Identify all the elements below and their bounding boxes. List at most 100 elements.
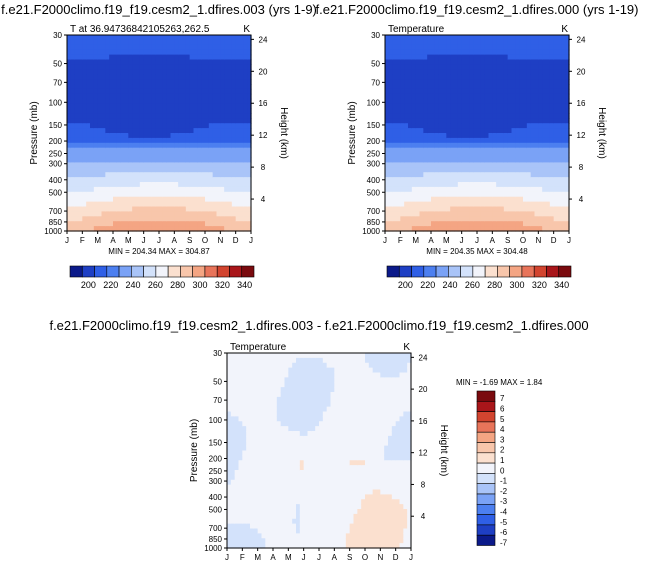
field-cell (185, 167, 191, 173)
field-cell (265, 470, 270, 476)
colorbar-swatch (509, 265, 523, 278)
field-cell (431, 79, 436, 85)
field-cell (220, 84, 225, 90)
field-cell (74, 59, 80, 65)
field-cell (193, 103, 198, 110)
field-cell (565, 226, 570, 232)
field-cell (238, 353, 243, 359)
field-cell (166, 44, 172, 51)
field-cell (473, 79, 478, 85)
field-cell (116, 69, 122, 75)
field-cell (307, 396, 312, 403)
field-cell (546, 54, 551, 61)
field-cell (442, 216, 447, 222)
field-cell (515, 118, 520, 124)
field-cell (120, 182, 126, 188)
field-cell (151, 123, 156, 129)
field-cell (109, 79, 114, 85)
field-cell (484, 142, 490, 149)
field-cell (557, 133, 562, 139)
field-cell (557, 103, 562, 110)
field-cell (250, 494, 255, 500)
field-cell (526, 211, 532, 217)
field-cell (124, 69, 129, 75)
field-cell (419, 69, 424, 75)
field-cell (392, 74, 398, 80)
field-cell (101, 69, 106, 75)
field-cell (250, 435, 255, 442)
field-cell (273, 528, 278, 534)
field-cell (124, 221, 129, 227)
field-cell (565, 69, 570, 75)
field-cell (392, 167, 398, 173)
field-cell (238, 533, 243, 539)
field-cell (113, 128, 118, 134)
field-cell (288, 421, 293, 427)
field-cell (434, 123, 440, 129)
field-cell (128, 162, 133, 168)
field-cell (534, 162, 539, 168)
field-cell (276, 528, 282, 534)
field-cell (227, 431, 232, 437)
field-cell (396, 162, 401, 168)
field-cell (419, 172, 424, 178)
field-cell (388, 216, 394, 222)
field-cell (220, 216, 225, 222)
field-cell (243, 167, 248, 173)
field-cell (500, 206, 505, 212)
field-cell (67, 182, 72, 188)
field-cell (496, 191, 501, 198)
field-cell (151, 49, 156, 56)
field-cell (411, 137, 417, 144)
field-cell (242, 460, 247, 466)
field-cell (170, 123, 175, 129)
field-cell (86, 152, 91, 159)
field-cell (201, 118, 206, 124)
field-cell (178, 133, 183, 139)
x-tick-label: F (80, 236, 85, 245)
y-tick-label: 30 (53, 31, 62, 40)
field-cell (170, 49, 175, 56)
field-cell (454, 74, 459, 80)
field-cell (197, 123, 202, 129)
field-cell (284, 435, 289, 442)
field-cell (288, 489, 293, 495)
y-tick-label: 200 (49, 137, 63, 146)
field-cell (450, 113, 455, 119)
field-cell (534, 152, 539, 159)
field-cell (224, 142, 229, 149)
colorbar-swatch (204, 265, 218, 278)
field-cell (162, 79, 168, 85)
field-cell (132, 226, 137, 232)
field-cell (553, 69, 559, 75)
field-cell (561, 64, 566, 70)
field-cell (315, 528, 320, 534)
field-cell (276, 416, 282, 422)
field-cell (82, 108, 87, 114)
field-cell (561, 162, 566, 168)
field-cell (454, 142, 459, 149)
field-cell (205, 74, 210, 80)
field-cell (93, 54, 99, 61)
field-cell (261, 513, 266, 520)
field-cell (228, 39, 233, 46)
field-cell (128, 137, 133, 144)
field-cell (239, 147, 244, 154)
field-cell (557, 221, 562, 227)
field-cell (159, 118, 164, 124)
field-cell (74, 54, 80, 61)
field-cell (454, 69, 459, 75)
field-cell (246, 489, 251, 495)
field-cell (166, 182, 172, 188)
field-cell (534, 69, 539, 75)
field-cell (139, 69, 145, 75)
field-cell (549, 191, 555, 198)
field-cell (93, 211, 99, 217)
field-cell (446, 79, 451, 85)
field-cell (431, 35, 436, 41)
field-cell (178, 191, 183, 198)
field-cell (538, 152, 543, 159)
field-cell (284, 416, 289, 422)
field-cell (534, 216, 539, 222)
field-cell (120, 147, 126, 154)
